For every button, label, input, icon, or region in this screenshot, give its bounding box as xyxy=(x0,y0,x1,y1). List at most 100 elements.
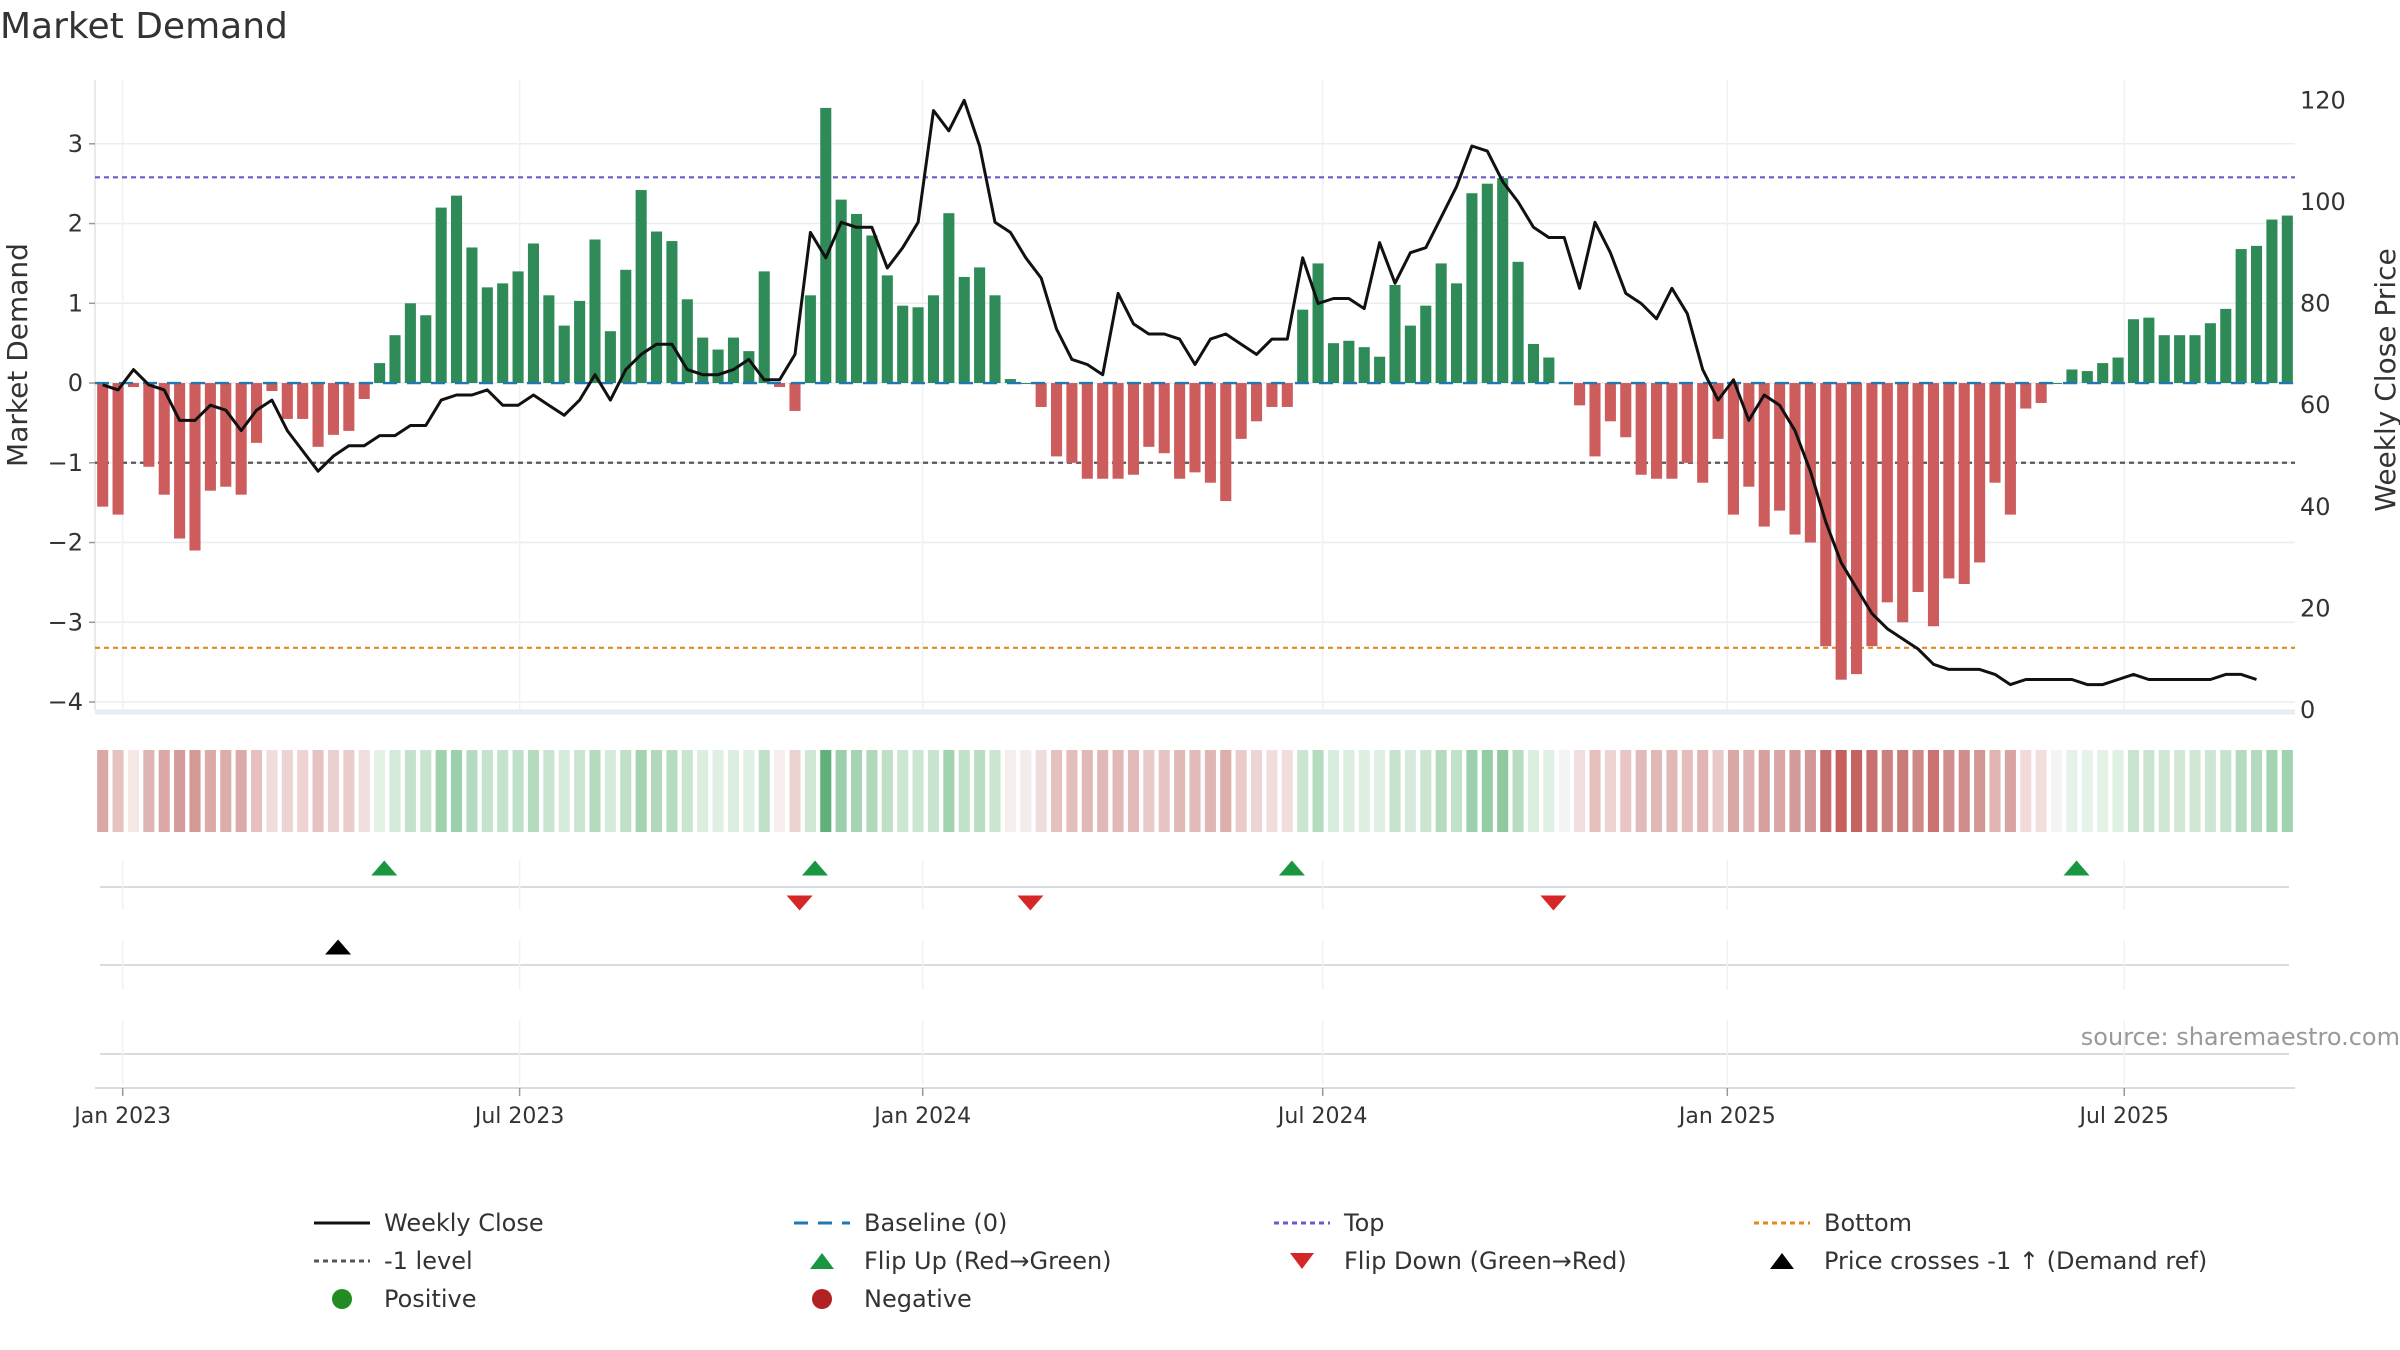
demand-bar xyxy=(297,383,309,419)
strip-cell xyxy=(1789,750,1801,832)
strip-cell xyxy=(1681,750,1693,832)
strip-cell xyxy=(1712,750,1724,832)
strip-cell xyxy=(481,750,493,832)
demand-bar xyxy=(1035,383,1047,407)
y2-tick-label: 120 xyxy=(2300,86,2346,114)
price-cross-marker xyxy=(325,939,352,955)
demand-bar xyxy=(435,207,447,384)
flip-up-marker xyxy=(2063,860,2090,876)
legend: Weekly Close Baseline (0) Top Bottom -1 leve… xyxy=(0,1205,2400,1325)
strip-cell xyxy=(297,750,309,832)
demand-bar xyxy=(1927,383,1939,627)
strip-cell xyxy=(2081,750,2093,832)
strip-cell xyxy=(466,750,478,832)
strip-cell xyxy=(1558,750,1570,832)
strip-cell xyxy=(1481,750,1493,832)
y-tick-label: −2 xyxy=(48,529,83,557)
demand-bar xyxy=(574,300,586,384)
strip-cell xyxy=(1835,750,1847,832)
strip-cell xyxy=(358,750,370,832)
strip-cell xyxy=(1604,750,1616,832)
demand-bar xyxy=(1881,383,1893,603)
x-tick-label: Jul 2024 xyxy=(1276,1104,1368,1129)
strip-cell xyxy=(2235,750,2247,832)
demand-bar xyxy=(1312,263,1324,384)
demand-bar xyxy=(2051,383,2063,385)
strip-cell xyxy=(1358,750,1370,832)
legend-item: Baseline (0) xyxy=(790,1205,1007,1241)
strip-cell xyxy=(558,750,570,832)
strip-cell xyxy=(527,750,539,832)
strip-cell xyxy=(512,750,524,832)
strip-cell xyxy=(143,750,155,832)
demand-bar xyxy=(266,383,278,392)
legend-dot xyxy=(812,1289,832,1309)
strip-cell xyxy=(1466,750,1478,832)
chart-title: Market Demand xyxy=(0,6,288,47)
demand-bar xyxy=(820,107,832,384)
strip-cell xyxy=(1389,750,1401,832)
demand-bar xyxy=(343,383,355,431)
strip-cell xyxy=(1081,750,1093,832)
y-axis-right: 120 100 80 60 40 20 0 xyxy=(2300,86,2346,724)
x-axis: Jan 2023 Jul 2023 Jan 2024 Jul 2024 Jan 2025… xyxy=(72,1087,2295,1129)
demand-bar xyxy=(1943,383,1955,579)
strip-cell xyxy=(974,750,986,832)
legend-label: Top xyxy=(1344,1209,1385,1237)
demand-bar xyxy=(1235,383,1247,439)
strip-cell xyxy=(1281,750,1293,832)
event-panels xyxy=(100,860,2289,1085)
strip-cell xyxy=(758,750,770,832)
strip-cell xyxy=(927,750,939,832)
demand-bar xyxy=(2035,383,2047,403)
flip-down-marker xyxy=(786,895,813,911)
y-axis-label: Market Demand xyxy=(1,243,34,467)
strip-cell xyxy=(943,750,955,832)
strip-cell xyxy=(835,750,847,832)
demand-bar xyxy=(2066,369,2078,384)
line-solid-icon xyxy=(314,1221,370,1225)
line-dotted-grey-icon xyxy=(314,1259,370,1263)
demand-bar xyxy=(727,337,739,384)
demand-bar xyxy=(1389,284,1401,384)
demand-bar xyxy=(97,383,109,507)
demand-bar xyxy=(174,383,186,539)
demand-bar xyxy=(604,331,616,384)
demand-bar xyxy=(2097,363,2109,384)
demand-bar xyxy=(1158,383,1170,454)
strip-cell xyxy=(1974,750,1986,832)
strip-cell xyxy=(543,750,555,832)
strip-cell xyxy=(2004,750,2016,832)
demand-bar xyxy=(1743,383,1755,487)
line-dashed-icon xyxy=(794,1221,850,1225)
y2-tick-label: 60 xyxy=(2300,391,2331,419)
strip-cell xyxy=(651,750,663,832)
strip-cell xyxy=(158,750,170,832)
demand-bar xyxy=(112,383,124,515)
legend-item: Flip Down (Green→Red) xyxy=(1270,1243,1627,1279)
strip-cell xyxy=(1174,750,1186,832)
legend-item: Negative xyxy=(790,1281,972,1317)
strip-cell xyxy=(1235,750,1247,832)
strip-cell xyxy=(1204,750,1216,832)
strip-cell xyxy=(1435,750,1447,832)
strip-cell xyxy=(1189,750,1201,832)
y-tick-label: 1 xyxy=(68,289,83,317)
demand-bar xyxy=(281,383,293,419)
demand-bar xyxy=(1589,383,1601,457)
strip-cell xyxy=(1220,750,1232,832)
strip-cell xyxy=(112,750,124,832)
legend-label: Negative xyxy=(864,1285,972,1313)
demand-bar xyxy=(2220,308,2232,384)
demand-bar xyxy=(1343,340,1355,384)
demand-bar xyxy=(1266,383,1278,407)
strip-cell xyxy=(189,750,201,832)
strip-cell xyxy=(1097,750,1109,832)
flip-up-marker xyxy=(1278,860,1305,876)
legend-label: -1 level xyxy=(384,1247,473,1275)
strip-cell xyxy=(1404,750,1416,832)
demand-bar xyxy=(1758,383,1770,527)
y2-tick-label: 80 xyxy=(2300,290,2331,318)
strip-cell xyxy=(712,750,724,832)
flip-up-marker xyxy=(802,860,828,876)
